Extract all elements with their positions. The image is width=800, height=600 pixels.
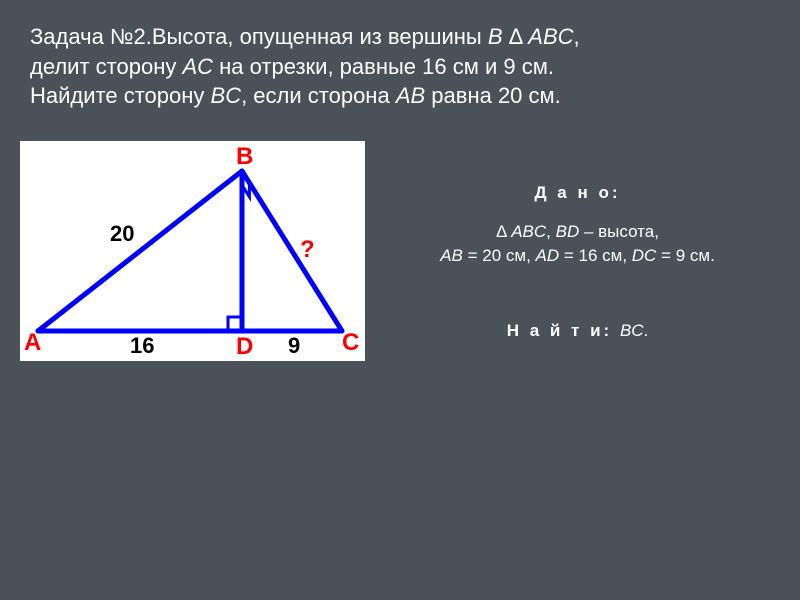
given-var: ABC	[511, 222, 546, 241]
given-title: Д а н о:	[385, 181, 770, 206]
problem-text: Найдите сторону	[30, 83, 211, 108]
given-text: = 20 см,	[463, 246, 536, 265]
vertex-label-c: C	[342, 329, 359, 357]
problem-text: на отрезки, равные 16 см и 9 см.	[213, 54, 554, 79]
given-body: Δ ABC, BD – высота, AB = 20 см, AD = 16 …	[385, 220, 770, 269]
given-var: BD	[556, 222, 580, 241]
problem-text: Δ	[503, 24, 529, 49]
vertex-label-b: B	[236, 143, 253, 171]
given-text: = 9 см.	[656, 246, 714, 265]
find-title: Н а й т и:	[507, 321, 620, 340]
given-find-block: Д а н о: Δ ABC, BD – высота, AB = 20 см,…	[385, 141, 770, 361]
find-var: BC	[620, 321, 644, 340]
problem-text: равна 20 см.	[425, 83, 561, 108]
side-length-dc: 9	[288, 333, 300, 359]
given-text: – высота,	[579, 222, 659, 241]
problem-statement: Задача №2.Высота, опущенная из вершины B…	[0, 0, 800, 121]
given-var: AD	[536, 246, 560, 265]
given-var: AB	[440, 246, 463, 265]
find-line: Н а й т и: BC.	[385, 319, 770, 344]
side-length-ab: 20	[110, 221, 134, 247]
problem-text: ,	[574, 24, 580, 49]
problem-var: AC	[182, 54, 213, 79]
problem-var: B	[488, 24, 503, 49]
side-length-bc-unknown: ?	[300, 236, 315, 264]
side-ab	[38, 171, 242, 331]
given-text: ,	[546, 222, 555, 241]
problem-text: , если сторона	[241, 83, 396, 108]
problem-text: делит сторону	[30, 54, 182, 79]
problem-var: AB	[396, 83, 425, 108]
side-bc	[242, 171, 342, 331]
given-text: = 16 см,	[559, 246, 632, 265]
vertex-label-d: D	[236, 333, 253, 361]
problem-var: BC	[211, 83, 242, 108]
problem-var: ABC	[528, 24, 573, 49]
find-text: .	[644, 321, 649, 340]
vertex-label-a: A	[24, 329, 41, 357]
problem-text: Задача №2.Высота, опущенная из вершины	[30, 24, 488, 49]
given-text: Δ	[496, 222, 511, 241]
side-length-ad: 16	[130, 333, 154, 359]
triangle-diagram: A B C D 20 16 9 ?	[20, 141, 365, 361]
content-row: A B C D 20 16 9 ? Д а н о: Δ ABC, BD – в…	[0, 121, 800, 361]
given-var: DC	[632, 246, 657, 265]
